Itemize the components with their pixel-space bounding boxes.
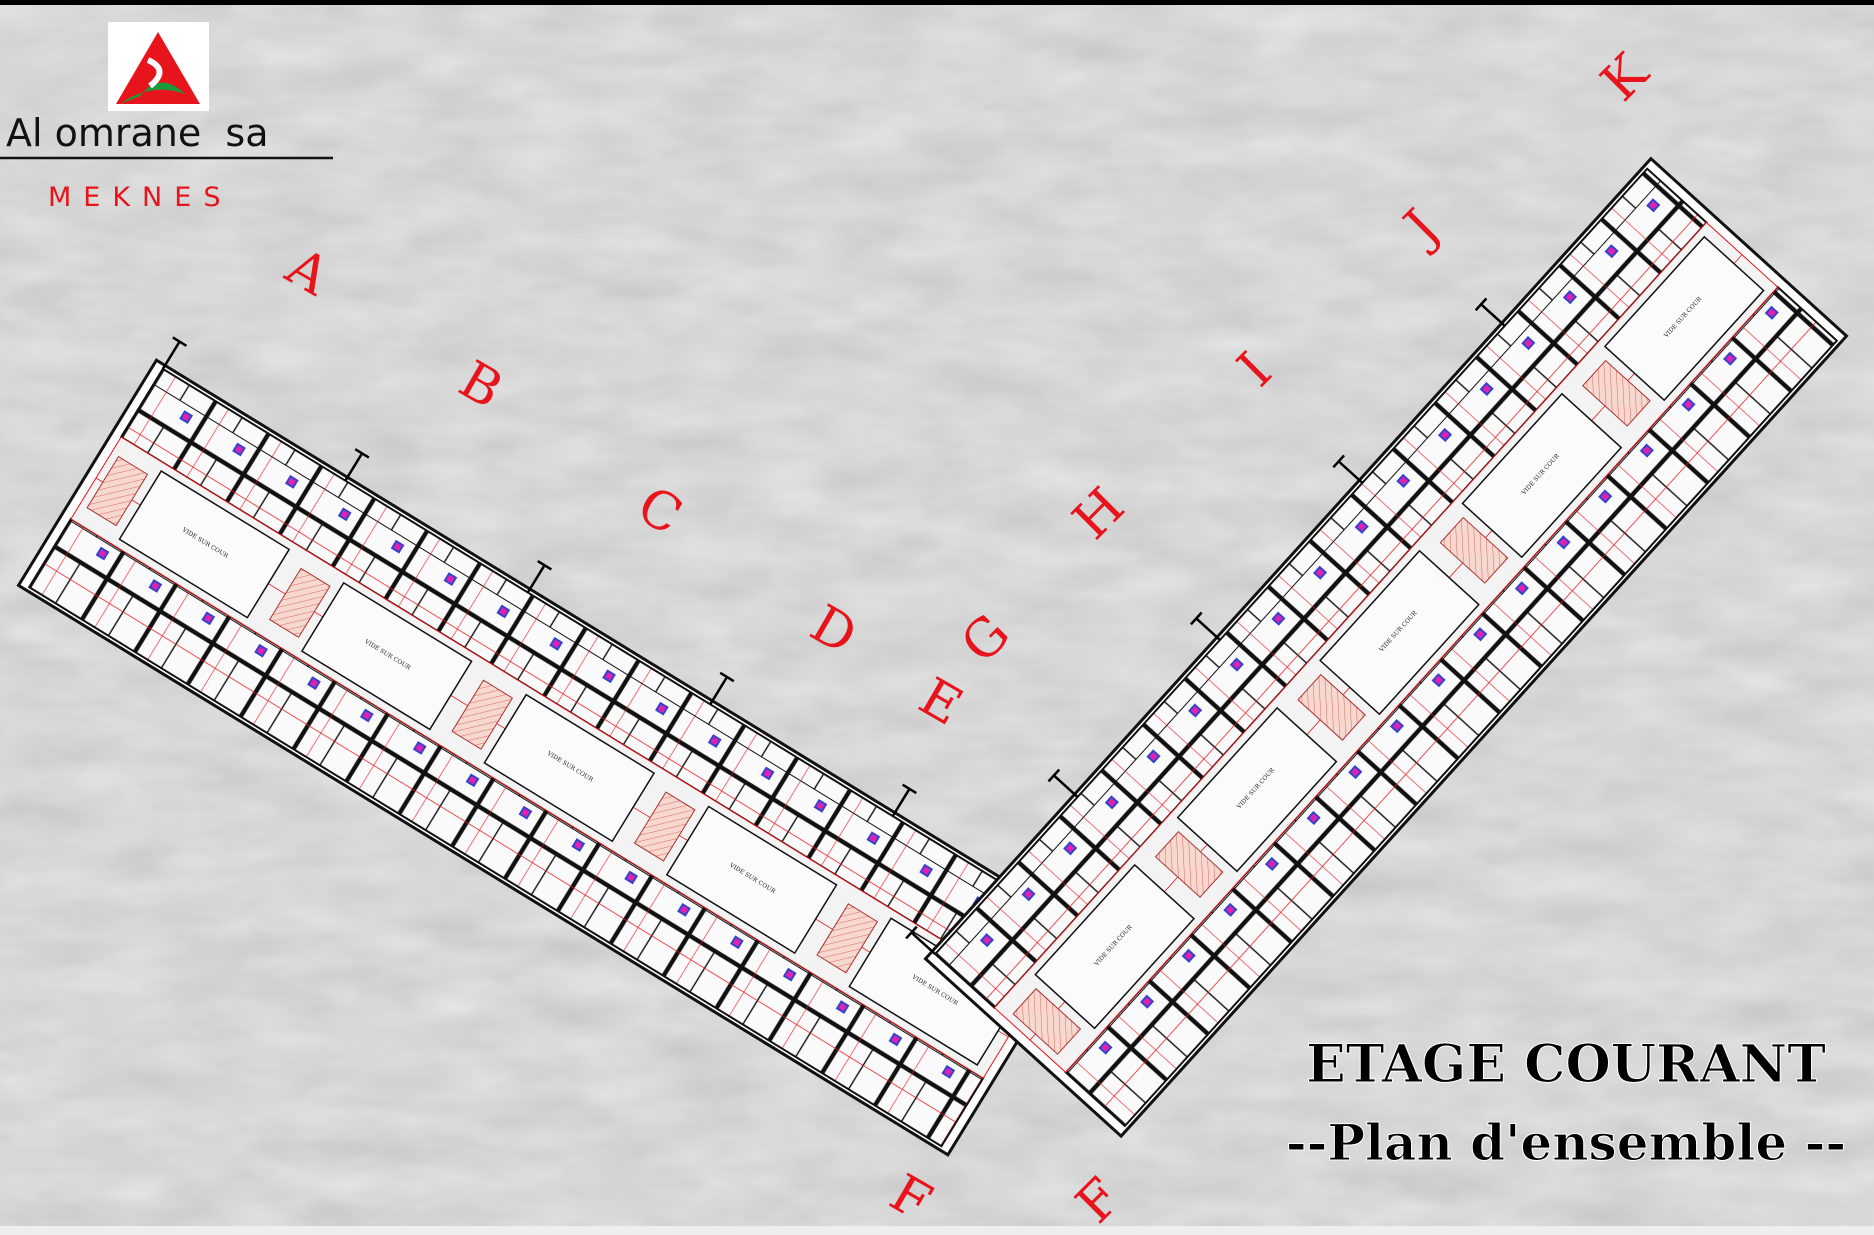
stair bbox=[268, 567, 331, 639]
section-cap bbox=[354, 448, 370, 459]
section-mark bbox=[1480, 303, 1506, 327]
title-main: ETAGE COURANT bbox=[1306, 1034, 1826, 1095]
section-cap bbox=[905, 925, 918, 940]
stair bbox=[1439, 516, 1509, 584]
courtyard bbox=[118, 470, 291, 619]
stair bbox=[86, 455, 149, 527]
section-mark bbox=[526, 564, 546, 594]
section-cap bbox=[1474, 297, 1488, 312]
courtyard bbox=[1319, 549, 1480, 716]
section-cap bbox=[172, 336, 188, 347]
section-mark bbox=[1053, 774, 1079, 798]
stair bbox=[1012, 988, 1082, 1055]
stair bbox=[1582, 359, 1651, 427]
section-mark bbox=[709, 676, 729, 705]
courtyard bbox=[1603, 235, 1765, 402]
section-cap bbox=[719, 671, 735, 683]
courtyard bbox=[300, 581, 473, 731]
title-sub: --Plan d'ensemble -- bbox=[1286, 1113, 1846, 1172]
stair bbox=[451, 679, 514, 750]
section-mark bbox=[891, 788, 911, 817]
stair bbox=[816, 903, 879, 974]
section-mark bbox=[1337, 460, 1364, 484]
section-mark bbox=[1195, 617, 1221, 641]
section-mark bbox=[161, 340, 181, 370]
section-mark bbox=[910, 931, 937, 955]
section-mark bbox=[344, 452, 364, 482]
courtyard bbox=[1176, 706, 1338, 873]
logo-name: Al omrane sa bbox=[6, 111, 269, 155]
bottom-bar bbox=[0, 1226, 1874, 1235]
courtyard bbox=[665, 805, 838, 955]
section-cap bbox=[537, 559, 553, 571]
stair bbox=[633, 791, 696, 862]
section-cap bbox=[901, 783, 917, 795]
courtyard bbox=[1034, 863, 1196, 1030]
section-cap bbox=[1189, 611, 1203, 626]
logo-city: MEKNES bbox=[48, 182, 232, 213]
stair bbox=[1297, 673, 1366, 741]
top-bar bbox=[0, 0, 1874, 5]
section-cap bbox=[1047, 768, 1061, 783]
courtyard bbox=[483, 693, 656, 843]
logo bbox=[108, 22, 209, 111]
courtyard bbox=[1461, 392, 1623, 559]
section-cap bbox=[1332, 454, 1345, 469]
stair bbox=[1154, 830, 1224, 898]
